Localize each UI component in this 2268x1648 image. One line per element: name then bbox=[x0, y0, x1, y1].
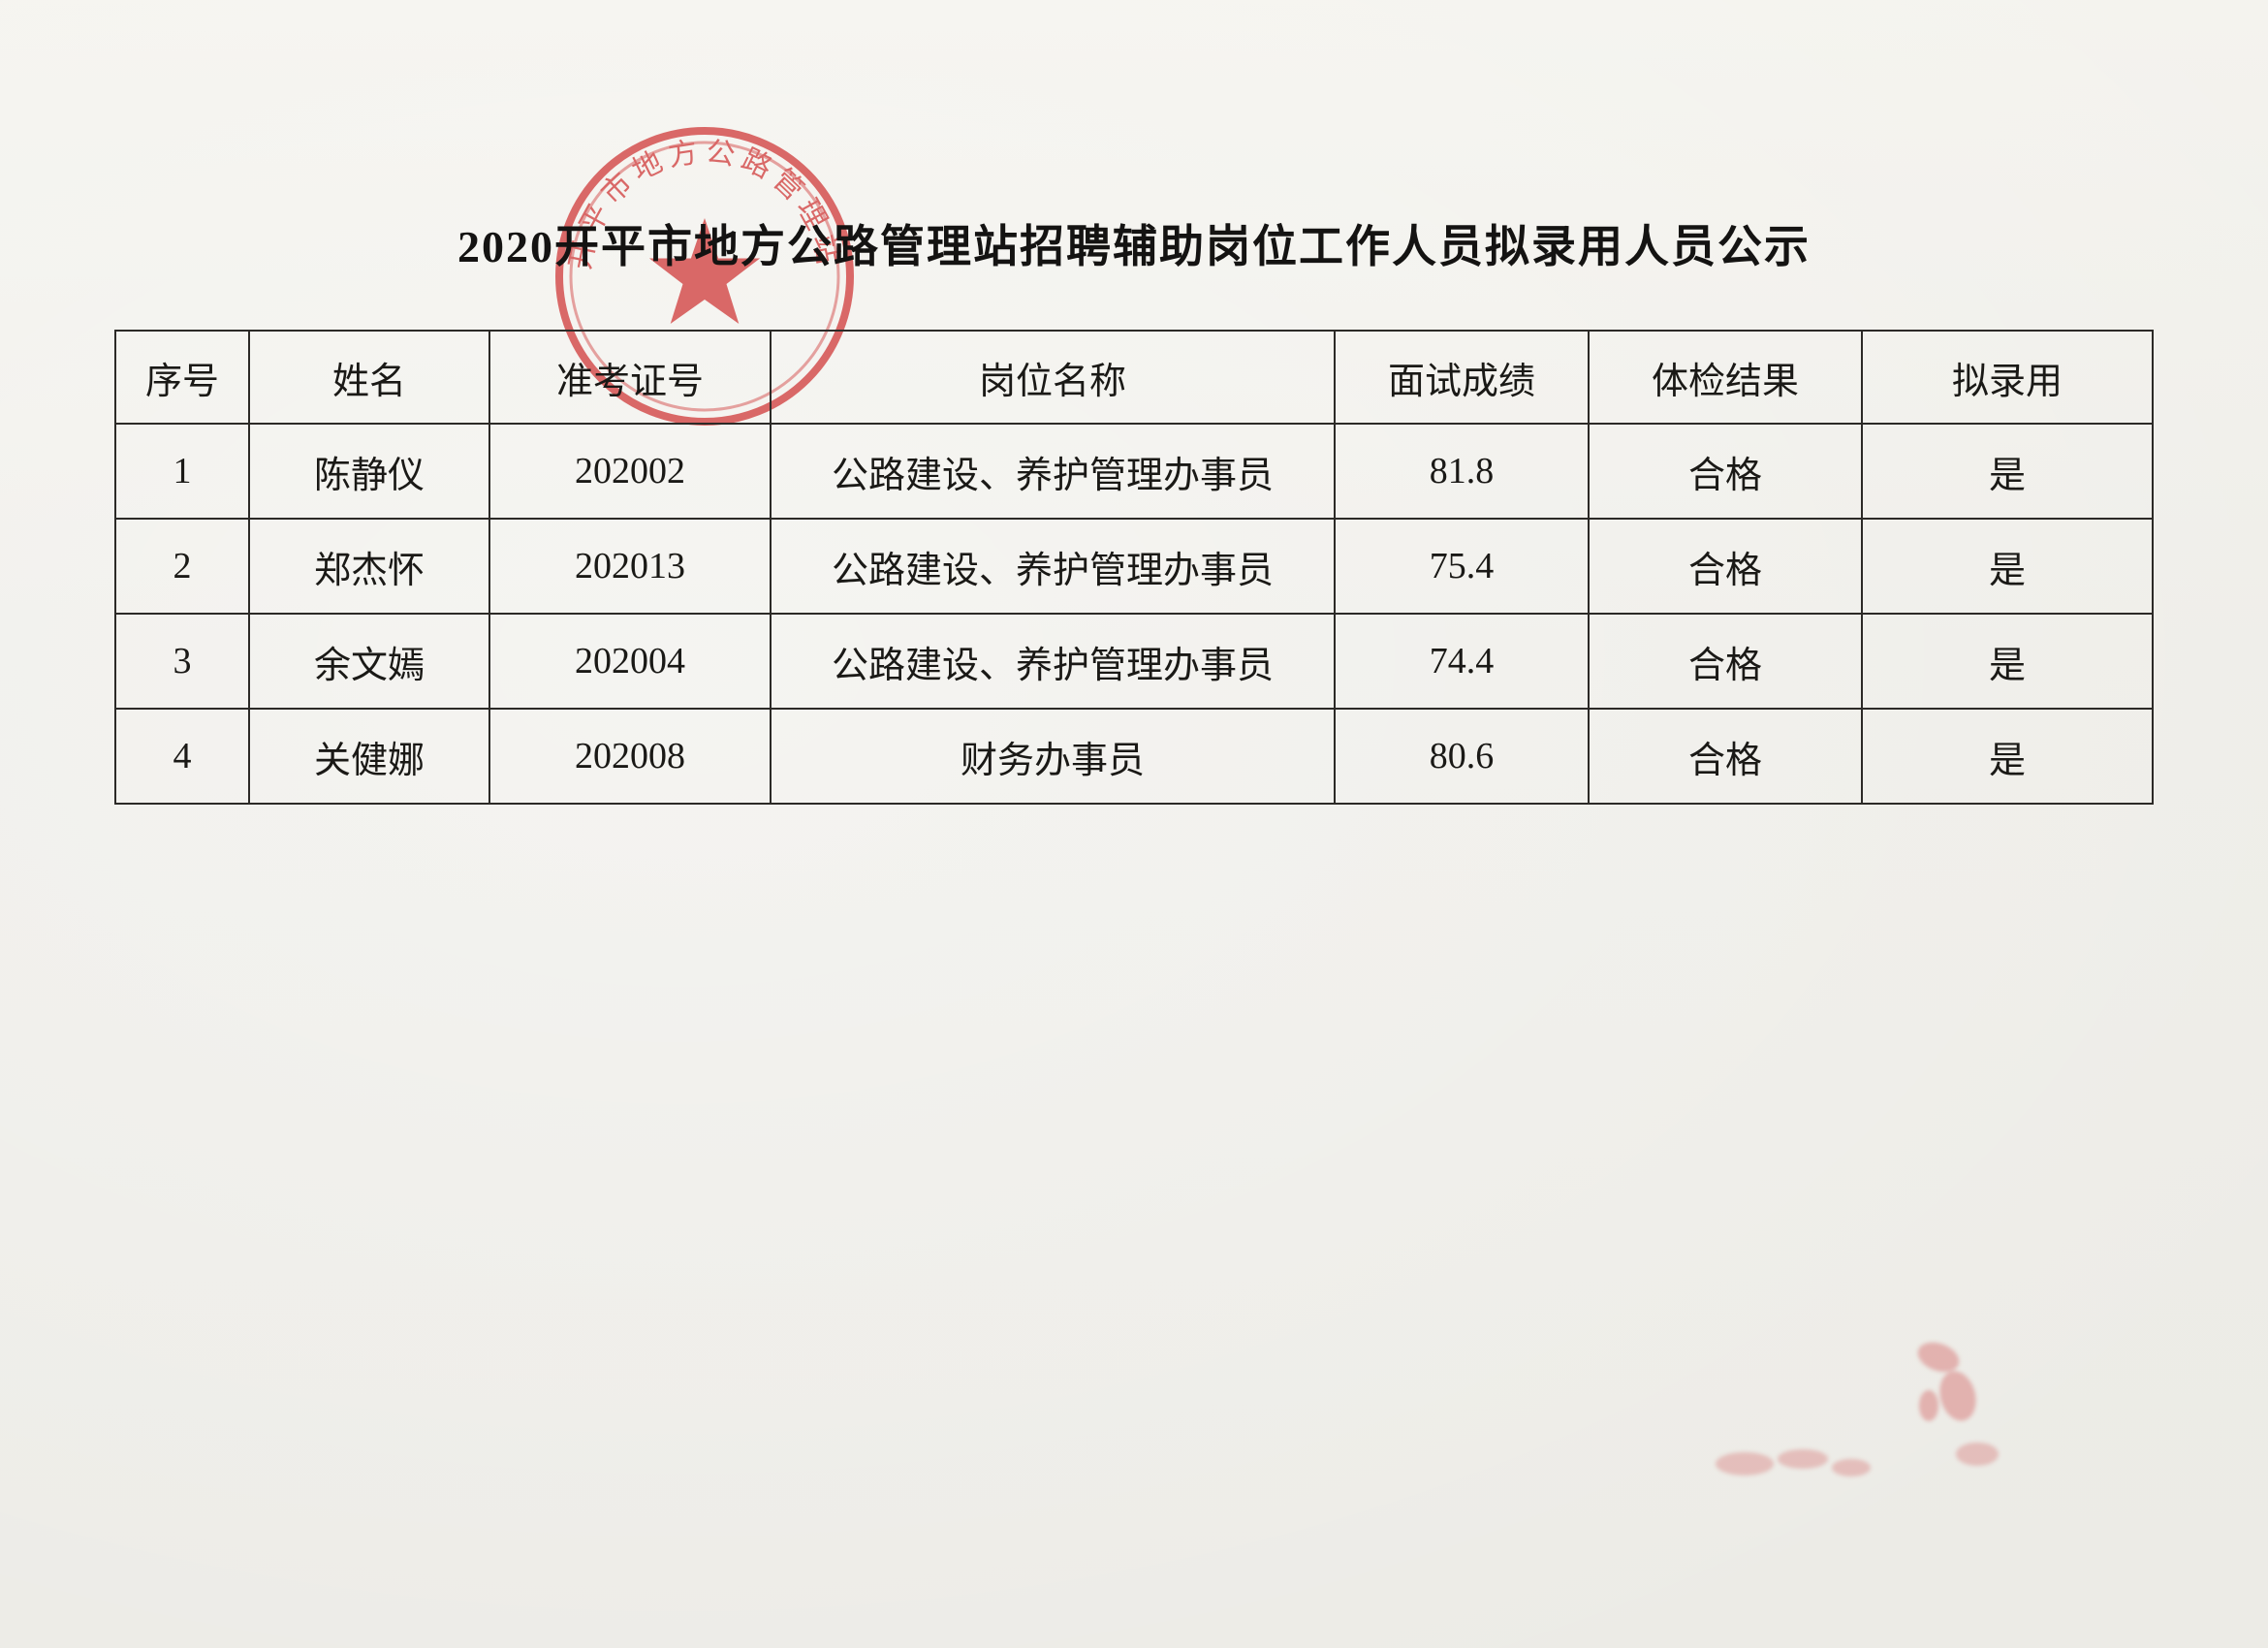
col-name: 姓名 bbox=[249, 331, 489, 424]
cell-exam-id: 202013 bbox=[489, 519, 771, 614]
cell-checkup: 合格 bbox=[1589, 424, 1862, 519]
cell-index: 4 bbox=[115, 709, 249, 804]
cell-score: 75.4 bbox=[1335, 519, 1589, 614]
cell-accepted: 是 bbox=[1862, 614, 2153, 709]
table-row: 1 陈静仪 202002 公路建设、养护管理办事员 81.8 合格 是 bbox=[115, 424, 2153, 519]
cell-name: 余文嫣 bbox=[249, 614, 489, 709]
results-table: 序号 姓名 准考证号 岗位名称 面试成绩 体检结果 拟录用 1 陈静仪 2020… bbox=[114, 330, 2154, 805]
cell-checkup: 合格 bbox=[1589, 519, 1862, 614]
table-row: 2 郑杰怀 202013 公路建设、养护管理办事员 75.4 合格 是 bbox=[115, 519, 2153, 614]
cell-checkup: 合格 bbox=[1589, 614, 1862, 709]
col-exam-id: 准考证号 bbox=[489, 331, 771, 424]
cell-name: 陈静仪 bbox=[249, 424, 489, 519]
results-table-container: 序号 姓名 准考证号 岗位名称 面试成绩 体检结果 拟录用 1 陈静仪 2020… bbox=[114, 330, 2152, 805]
cell-position: 财务办事员 bbox=[771, 709, 1335, 804]
document-title: 2020开平市地方公路管理站招聘辅助岗位工作人员拟录用人员公示 bbox=[0, 211, 2268, 275]
cell-exam-id: 202002 bbox=[489, 424, 771, 519]
col-accepted: 拟录用 bbox=[1862, 331, 2153, 424]
cell-index: 2 bbox=[115, 519, 249, 614]
cell-score: 80.6 bbox=[1335, 709, 1589, 804]
cell-accepted: 是 bbox=[1862, 709, 2153, 804]
document-page: 开平市地方公路管理站 2020开平市地方公路管理站招聘辅助岗位工作人员拟录用人员… bbox=[0, 0, 2268, 1648]
cell-exam-id: 202008 bbox=[489, 709, 771, 804]
cell-position: 公路建设、养护管理办事员 bbox=[771, 424, 1335, 519]
ink-smudge-icon bbox=[1909, 1328, 1987, 1435]
cell-name: 关健娜 bbox=[249, 709, 489, 804]
cell-exam-id: 202004 bbox=[489, 614, 771, 709]
cell-checkup: 合格 bbox=[1589, 709, 1862, 804]
col-score: 面试成绩 bbox=[1335, 331, 1589, 424]
cell-name: 郑杰怀 bbox=[249, 519, 489, 614]
cell-accepted: 是 bbox=[1862, 519, 2153, 614]
col-index: 序号 bbox=[115, 331, 249, 424]
col-position: 岗位名称 bbox=[771, 331, 1335, 424]
cell-score: 74.4 bbox=[1335, 614, 1589, 709]
ink-smudge-icon bbox=[1948, 1435, 2006, 1474]
cell-index: 1 bbox=[115, 424, 249, 519]
cell-index: 3 bbox=[115, 614, 249, 709]
cell-position: 公路建设、养护管理办事员 bbox=[771, 614, 1335, 709]
ink-smudge-icon bbox=[1706, 1425, 1880, 1493]
table-header-row: 序号 姓名 准考证号 岗位名称 面试成绩 体检结果 拟录用 bbox=[115, 331, 2153, 424]
cell-position: 公路建设、养护管理办事员 bbox=[771, 519, 1335, 614]
table-row: 3 余文嫣 202004 公路建设、养护管理办事员 74.4 合格 是 bbox=[115, 614, 2153, 709]
cell-score: 81.8 bbox=[1335, 424, 1589, 519]
table-row: 4 关健娜 202008 财务办事员 80.6 合格 是 bbox=[115, 709, 2153, 804]
cell-accepted: 是 bbox=[1862, 424, 2153, 519]
col-checkup: 体检结果 bbox=[1589, 331, 1862, 424]
